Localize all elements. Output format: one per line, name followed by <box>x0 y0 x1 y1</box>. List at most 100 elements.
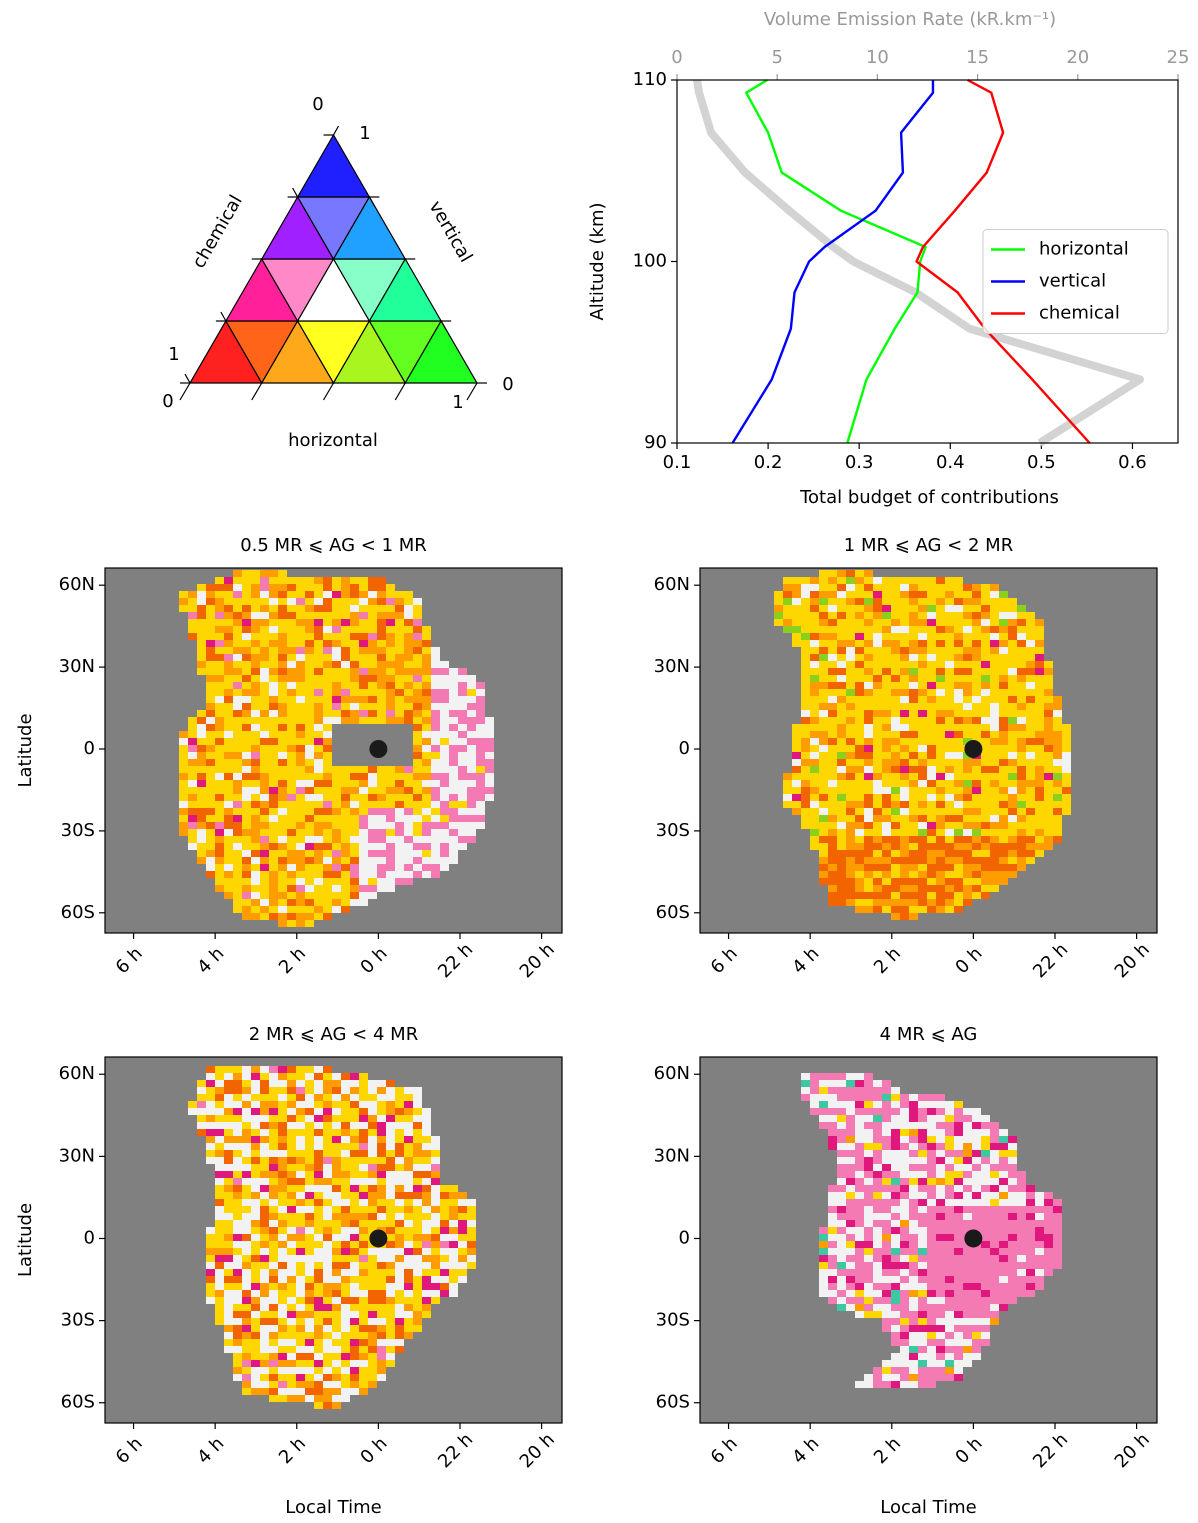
map-cell <box>404 689 413 696</box>
map-cell <box>359 633 368 640</box>
map-cell <box>810 682 819 689</box>
map-cell <box>900 906 909 913</box>
map-cell <box>972 787 981 794</box>
map-cell <box>422 640 431 647</box>
map-cell <box>332 1122 341 1129</box>
map-cell <box>260 1108 269 1115</box>
map-cell <box>1026 1248 1035 1255</box>
map-cell <box>269 1304 278 1311</box>
map-cell <box>828 843 837 850</box>
map-cell <box>999 1234 1008 1241</box>
map-cell <box>954 878 963 885</box>
map-cell <box>377 801 386 808</box>
map-cell <box>828 1108 837 1115</box>
map-cell <box>864 1080 873 1087</box>
map-cell <box>233 822 242 829</box>
map-cell <box>891 836 900 843</box>
map-cell <box>891 780 900 787</box>
map-cell <box>314 1353 323 1360</box>
map-cell <box>954 1150 963 1157</box>
map-cell <box>891 801 900 808</box>
map-cell <box>1035 759 1044 766</box>
map-cell <box>945 1101 954 1108</box>
map-cell <box>900 675 909 682</box>
map-cell <box>864 878 873 885</box>
map-cell <box>945 766 954 773</box>
map-cell <box>927 668 936 675</box>
map-cell <box>413 864 422 871</box>
map-cell <box>855 1227 864 1234</box>
map-cell <box>377 1164 386 1171</box>
map-cell <box>368 1122 377 1129</box>
map-cell <box>278 808 287 815</box>
map-cell <box>837 1283 846 1290</box>
map-cell <box>936 724 945 731</box>
map-cell <box>251 843 260 850</box>
map-cell <box>963 850 972 857</box>
map-cell <box>233 1080 242 1087</box>
map-cell <box>873 647 882 654</box>
map-cell <box>341 1213 350 1220</box>
map-cell <box>413 626 422 633</box>
map-cell <box>224 696 233 703</box>
map-cell <box>440 1227 449 1234</box>
map-cell <box>413 696 422 703</box>
map-cell <box>954 1220 963 1227</box>
map-cell <box>305 787 314 794</box>
map-cell <box>242 885 251 892</box>
map-cell <box>909 822 918 829</box>
map-cell <box>278 738 287 745</box>
map-cell <box>801 1073 810 1080</box>
map-cell <box>242 689 251 696</box>
map-cell <box>963 1143 972 1150</box>
map-cell <box>873 1199 882 1206</box>
map-cell <box>1008 626 1017 633</box>
map-cell <box>377 1143 386 1150</box>
map-cell <box>918 738 927 745</box>
map-cell <box>855 668 864 675</box>
map-cell <box>990 1241 999 1248</box>
map-cell <box>828 1248 837 1255</box>
map-cell <box>377 1283 386 1290</box>
map-cell <box>909 1185 918 1192</box>
map-cell <box>269 780 278 787</box>
map-cell <box>323 822 332 829</box>
map-cell <box>1017 654 1026 661</box>
map-cell <box>1017 1185 1026 1192</box>
map-cell <box>801 717 810 724</box>
map-cell <box>1017 1171 1026 1178</box>
map-cell <box>296 738 305 745</box>
map-cell <box>368 801 377 808</box>
map-cell <box>1017 738 1026 745</box>
map-cell <box>260 682 269 689</box>
map-cell <box>1053 801 1062 808</box>
map-cell <box>395 1143 404 1150</box>
map-cell <box>864 675 873 682</box>
map-cell <box>377 703 386 710</box>
ternary-label: chemical <box>188 191 247 272</box>
map-cell <box>954 815 963 822</box>
map-cell <box>188 591 197 598</box>
map-cell <box>1008 1136 1017 1143</box>
map-cell <box>359 1269 368 1276</box>
map-cell <box>341 1227 350 1234</box>
map-cell <box>359 640 368 647</box>
map-cell <box>287 1150 296 1157</box>
map-cell <box>377 1255 386 1262</box>
map-cell <box>927 1325 936 1332</box>
map-cell <box>936 654 945 661</box>
map-cell <box>882 619 891 626</box>
map-cell <box>936 696 945 703</box>
map-cell <box>413 1150 422 1157</box>
map-cell <box>305 836 314 843</box>
map-cell <box>846 850 855 857</box>
map-cell <box>882 1283 891 1290</box>
map-cell <box>323 640 332 647</box>
map-cell <box>810 647 819 654</box>
map-cell <box>305 745 314 752</box>
y-tick-label: 0 <box>679 738 690 759</box>
map-cell <box>918 1311 927 1318</box>
map-cell <box>242 1234 251 1241</box>
map-cell <box>900 1136 909 1143</box>
map-cell <box>332 703 341 710</box>
